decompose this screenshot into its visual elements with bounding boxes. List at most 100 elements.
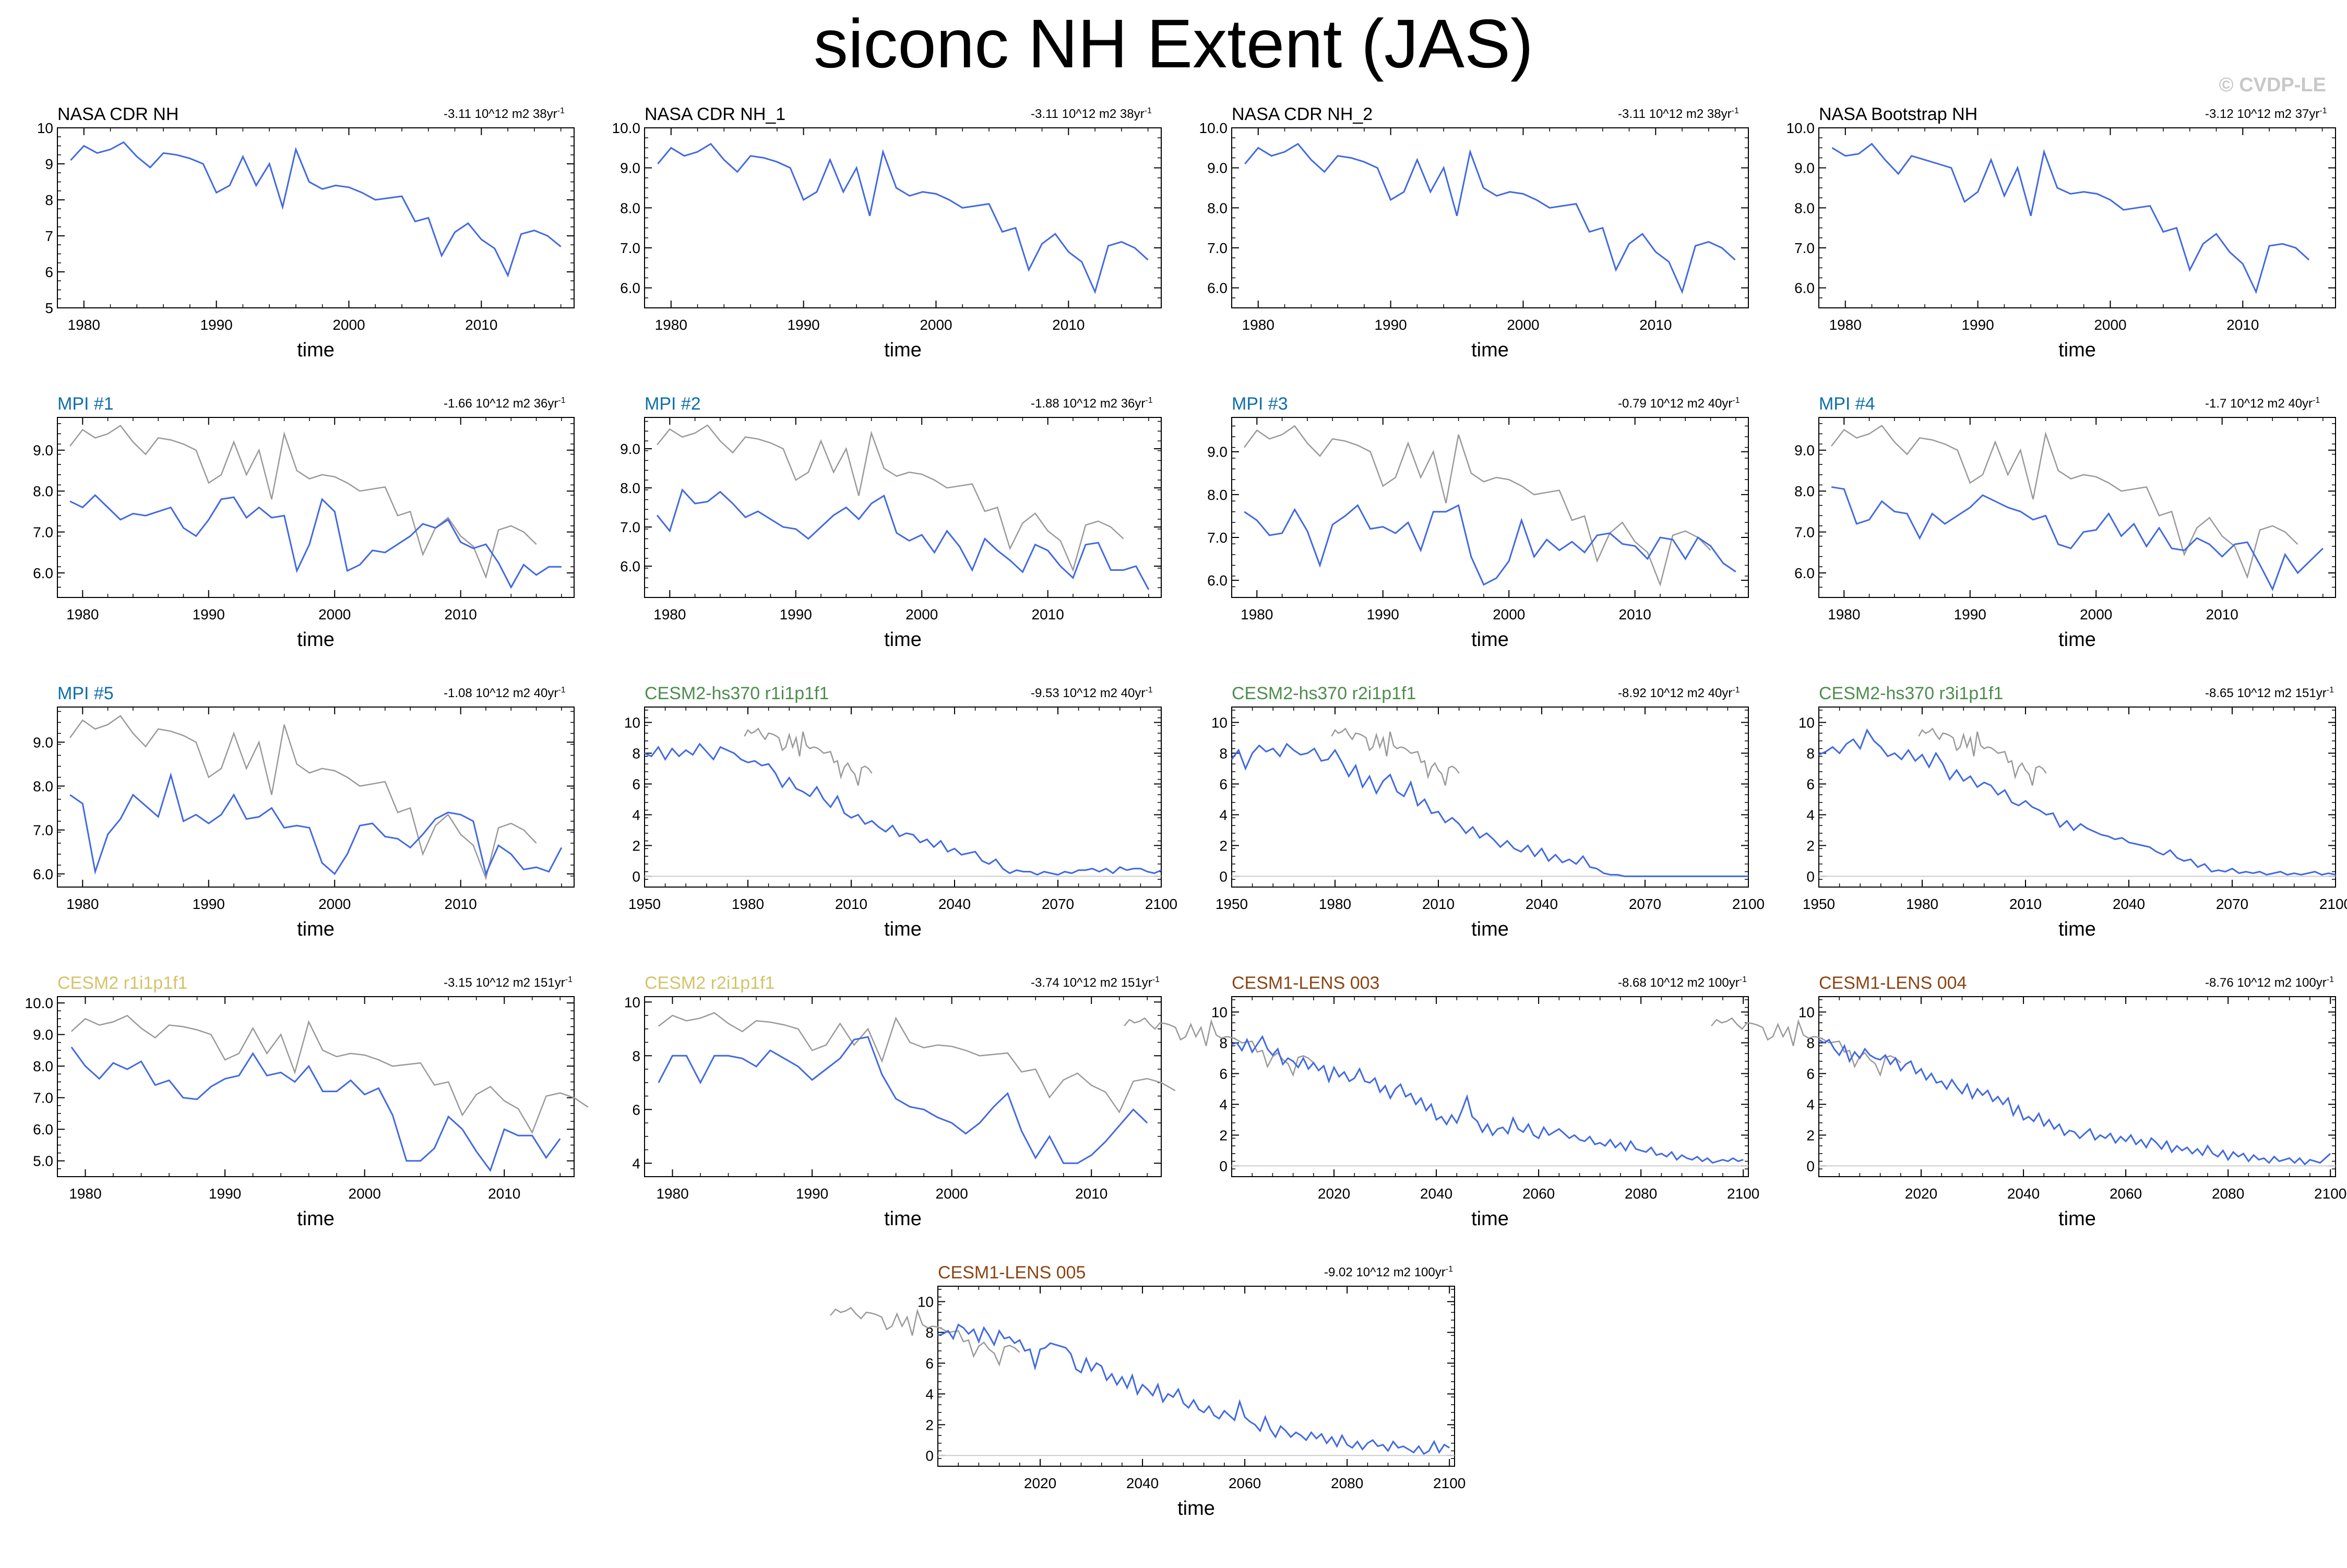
trend-label: -3.11 10^12 m2 38yr-1 bbox=[444, 106, 565, 122]
y-tick-label: 6.0 bbox=[620, 280, 640, 296]
trend-superscript: -1 bbox=[1731, 106, 1739, 115]
x-tick-label: 2040 bbox=[1126, 1475, 1159, 1491]
x-tick-label: 1980 bbox=[656, 1186, 688, 1202]
y-tick-label: 4 bbox=[1806, 807, 1815, 823]
plot-frame bbox=[1231, 417, 1749, 598]
y-tick-label: 0 bbox=[632, 868, 640, 884]
panel-title: MPI #5 bbox=[57, 684, 114, 703]
obs-series-line bbox=[69, 425, 537, 579]
x-tick-label: 2000 bbox=[1507, 317, 1539, 333]
y-tick-label: 8 bbox=[1219, 745, 1228, 761]
plot-frame bbox=[1231, 707, 1749, 888]
y-tick-label: 2 bbox=[632, 837, 640, 854]
plot-frame bbox=[1231, 996, 1749, 1177]
chart-svg: 6.0 7.0 8.0 9.0 10.0 1980 1990 2000 2010 bbox=[612, 120, 1162, 333]
trend-superscript: -1 bbox=[1144, 106, 1152, 115]
panel-title: CESM2-hs370 r2i1p1f1 bbox=[1232, 684, 1416, 703]
x-tick-label: 2010 bbox=[1639, 317, 1672, 333]
x-tick-label: 1980 bbox=[1319, 896, 1351, 912]
x-tick-label: 2060 bbox=[1522, 1186, 1555, 1202]
plot-frame bbox=[1231, 127, 1749, 308]
y-tick-label: 10 bbox=[37, 120, 53, 136]
x-axis-label: time bbox=[2058, 918, 2096, 940]
plot-frame bbox=[937, 1286, 1455, 1467]
trend-label: -3.11 10^12 m2 38yr-1 bbox=[1031, 106, 1152, 122]
panel-title: NASA CDR NH_2 bbox=[1232, 104, 1373, 124]
series-line bbox=[70, 1046, 561, 1172]
panel-title: MPI #2 bbox=[645, 394, 701, 414]
x-tick-label: 1990 bbox=[780, 606, 812, 623]
y-tick-label: 7.0 bbox=[620, 519, 640, 535]
y-tick-label: 7.0 bbox=[1794, 240, 1815, 256]
y-tick-label: 8.0 bbox=[1794, 200, 1815, 216]
y-tick-label: 8 bbox=[45, 192, 53, 208]
chart-svg: 4 6 8 10 1980 1990 2000 2010 bbox=[624, 994, 1176, 1202]
chart-svg: 0 2 4 6 8 10 1950 1980 2010 2040 2070 2100 bbox=[1798, 707, 2347, 912]
x-axis-label: time bbox=[1471, 918, 1509, 940]
x-tick-label: 2010 bbox=[488, 1186, 520, 1202]
x-axis-label: time bbox=[297, 339, 335, 361]
chart-panel: CESM1-LENS 003 -8.68 10^12 m2 100yr-1 0 2 4 6… bbox=[1124, 973, 1761, 1265]
x-tick-label: 1990 bbox=[1374, 317, 1407, 333]
y-tick-label: 6.0 bbox=[33, 866, 53, 882]
chart-svg: 6.0 7.0 8.0 9.0 1980 1990 2000 2010 bbox=[33, 417, 575, 623]
x-tick-label: 2040 bbox=[2007, 1186, 2040, 1202]
series-line bbox=[657, 142, 1149, 294]
y-tick-label: 7.0 bbox=[620, 240, 640, 256]
trend-text: -3.11 10^12 m2 38yr bbox=[1618, 107, 1732, 121]
panel-title: NASA CDR NH_1 bbox=[645, 104, 786, 124]
x-tick-label: 2040 bbox=[1420, 1186, 1452, 1202]
chart-svg: 6.0 7.0 8.0 9.0 10.0 1980 1990 2000 2010 bbox=[1199, 120, 1749, 333]
y-tick-label: 8.0 bbox=[1207, 200, 1228, 216]
y-tick-label: 9 bbox=[45, 156, 53, 172]
x-axis-label: time bbox=[297, 1208, 335, 1230]
plot-frame bbox=[1818, 707, 2336, 888]
y-tick-label: 10 bbox=[1798, 714, 1815, 731]
plot-frame bbox=[57, 707, 575, 888]
x-tick-label: 2080 bbox=[1331, 1475, 1363, 1491]
y-tick-label: 4 bbox=[1806, 1096, 1815, 1112]
x-tick-label: 1990 bbox=[1954, 606, 1986, 623]
x-tick-label: 2070 bbox=[2216, 896, 2248, 912]
series-line bbox=[1831, 142, 2310, 294]
x-tick-label: 2000 bbox=[349, 1186, 381, 1202]
x-tick-label: 1990 bbox=[1961, 317, 1994, 333]
x-tick-label: 2010 bbox=[1422, 896, 1455, 912]
y-tick-label: 4 bbox=[925, 1386, 934, 1402]
x-axis-label: time bbox=[884, 1208, 922, 1230]
chart-panel: CESM1-LENS 004 -8.76 10^12 m2 100yr-1 0 2 4 6… bbox=[1711, 973, 2347, 1265]
x-tick-label: 2070 bbox=[1629, 896, 1661, 912]
chart-svg: 6.0 7.0 8.0 9.0 1980 1990 2000 2010 bbox=[620, 417, 1162, 623]
y-tick-label: 7.0 bbox=[33, 1090, 53, 1106]
y-tick-label: 6 bbox=[1806, 1066, 1815, 1082]
series-line bbox=[1231, 743, 1748, 877]
x-tick-label: 1990 bbox=[796, 1186, 828, 1202]
obs-series-line bbox=[657, 424, 1124, 572]
series-line bbox=[69, 494, 562, 589]
obs-series-line bbox=[1124, 1017, 1314, 1078]
y-tick-label: 6 bbox=[632, 776, 640, 792]
trend-text: -1.88 10^12 m2 36yr bbox=[1031, 397, 1146, 411]
x-tick-label: 2000 bbox=[2080, 606, 2112, 623]
x-tick-label: 1980 bbox=[1829, 317, 1862, 333]
x-tick-label: 2010 bbox=[2009, 896, 2042, 912]
y-tick-label: 9.0 bbox=[33, 734, 53, 750]
chart-svg: 0 2 4 6 8 10 1950 1980 2010 2040 2070 2100 bbox=[624, 707, 1177, 912]
x-tick-label: 2000 bbox=[1493, 606, 1525, 623]
x-axis-label: time bbox=[297, 918, 335, 940]
x-tick-label: 2100 bbox=[1433, 1475, 1466, 1491]
y-tick-label: 7.0 bbox=[1207, 240, 1228, 256]
x-tick-label: 2000 bbox=[920, 317, 952, 333]
x-tick-label: 2010 bbox=[1032, 606, 1064, 623]
x-tick-label: 2010 bbox=[1052, 317, 1085, 333]
series-line bbox=[1818, 728, 2336, 876]
obs-series-line bbox=[1331, 727, 1460, 786]
trend-superscript: -1 bbox=[1445, 1265, 1453, 1274]
trend-text: -8.92 10^12 m2 40yr bbox=[1618, 686, 1733, 700]
x-axis-label: time bbox=[1471, 339, 1509, 361]
trend-label: -8.92 10^12 m2 40yr-1 bbox=[1618, 686, 1740, 701]
y-tick-label: 4 bbox=[632, 1155, 640, 1171]
chart-svg: 0 2 4 6 8 10 1950 1980 2010 2040 2070 2100 bbox=[1211, 707, 1765, 912]
x-tick-label: 2100 bbox=[2319, 896, 2347, 912]
y-tick-label: 6 bbox=[1219, 776, 1228, 792]
